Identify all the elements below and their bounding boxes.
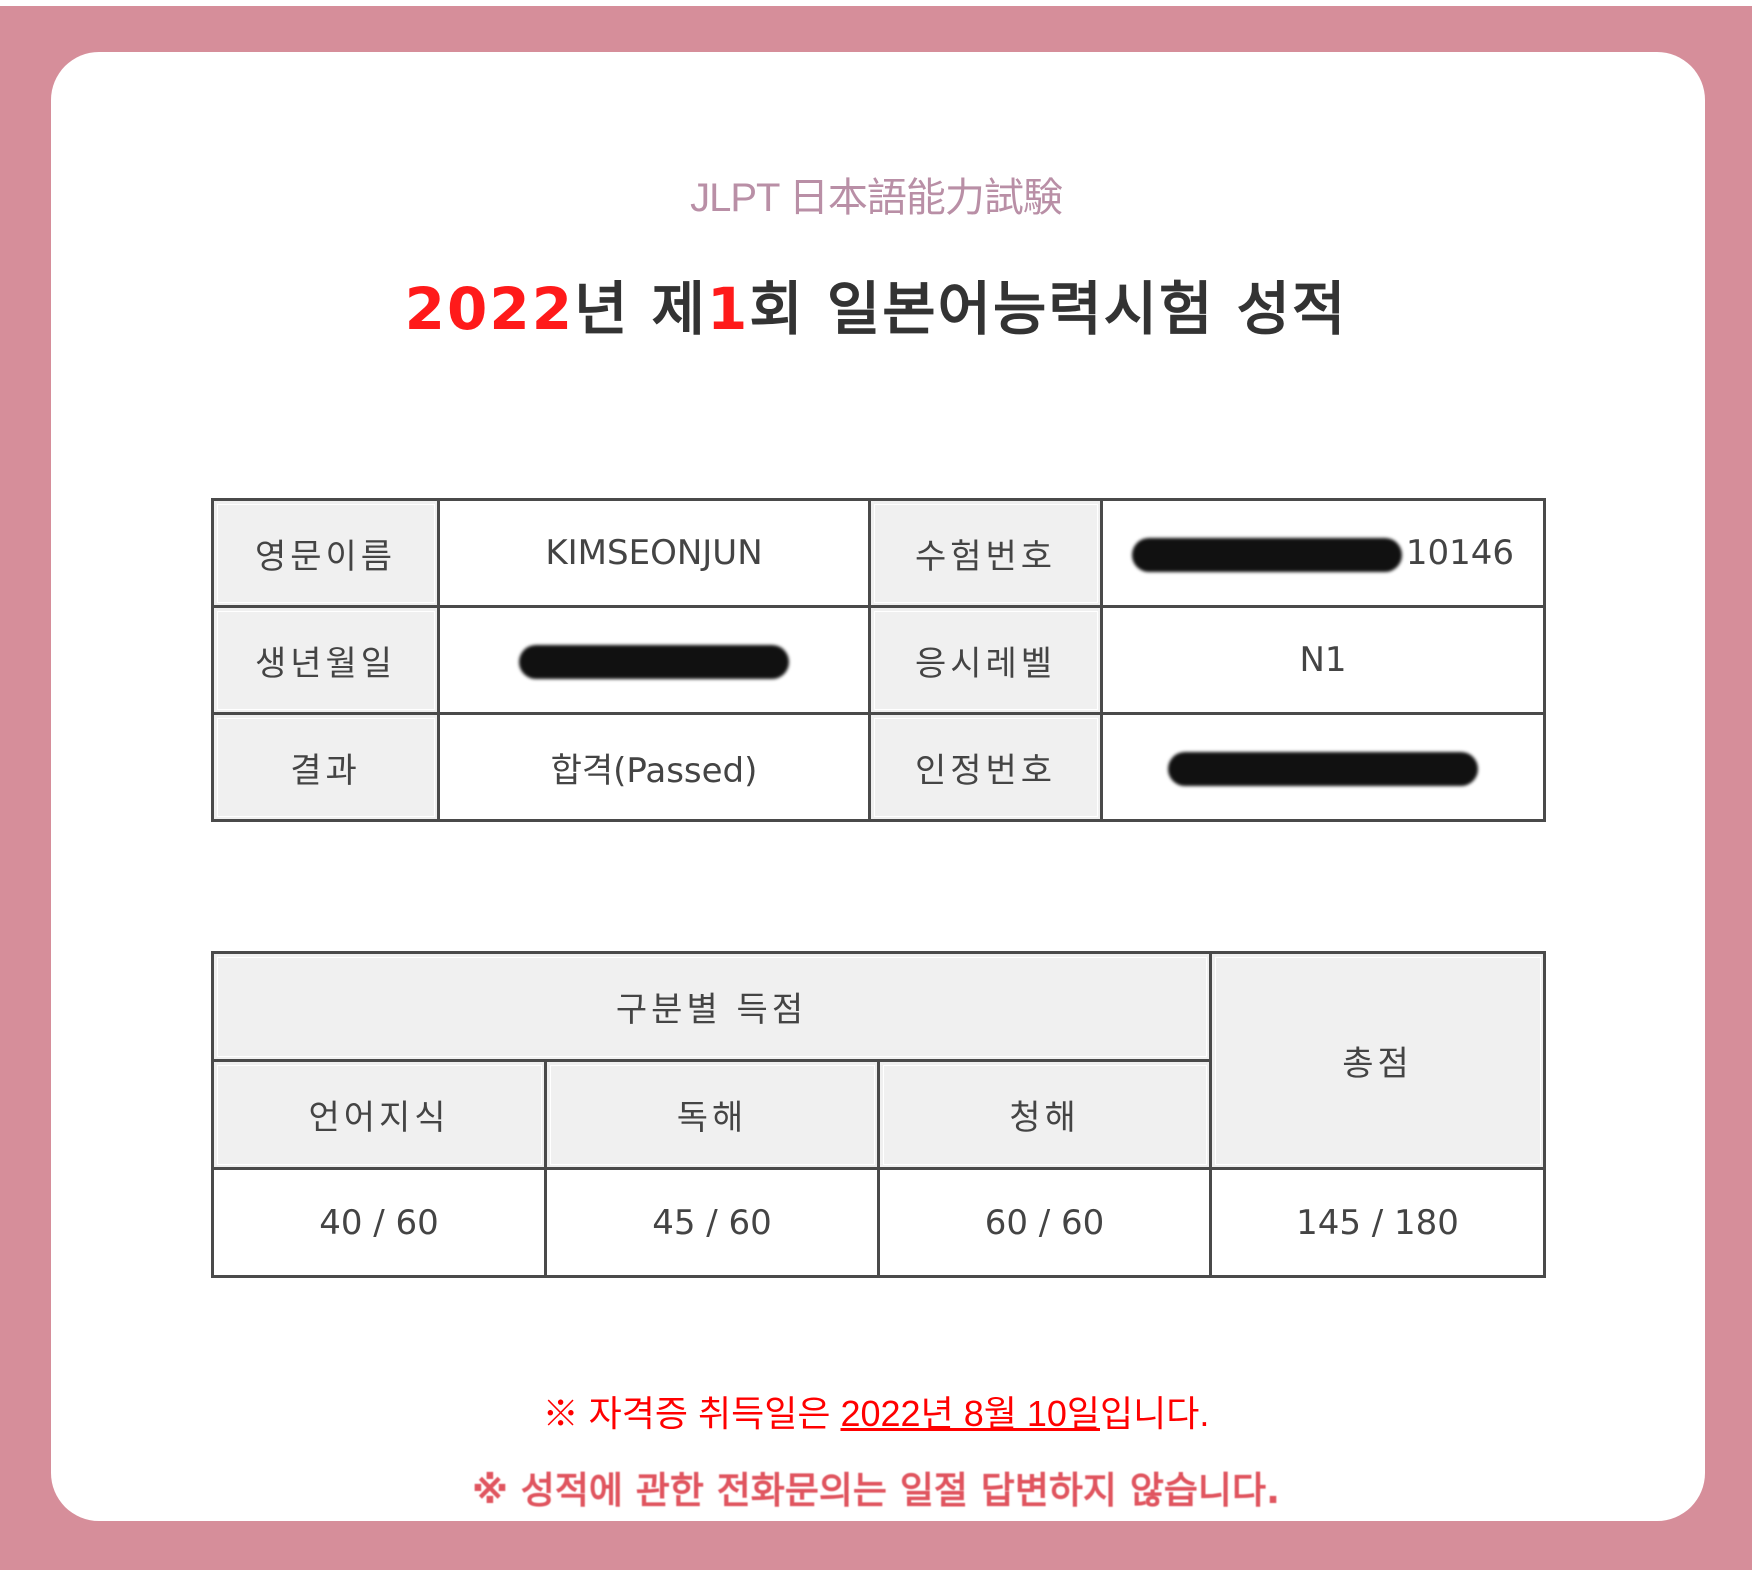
group-header: 구분별 득점: [210, 951, 1213, 1062]
label-result: 결과: [211, 712, 440, 822]
label-english-name: 영문이름: [211, 498, 440, 608]
phone-inquiry-note: ※ 성적에 관한 전화문의는 일절 답변하지 않습니다.: [471, 1469, 1281, 1512]
label-level: 응시레벨: [868, 605, 1103, 715]
total-header: 총점: [1209, 951, 1547, 1170]
title-year: 2022: [404, 275, 575, 343]
redaction-mark: [519, 644, 789, 679]
label-exam-number: 수험번호: [868, 498, 1103, 608]
page-title: 2022년 제1회 일본어능력시험 성적: [0, 262, 1752, 346]
table-row: 영문이름 KIMSEONJUN 수험번호 10146: [211, 498, 1546, 608]
table-row: 구분별 득점 총점: [210, 951, 1547, 1170]
org-header: JLPT 日本語能力試験: [690, 176, 1063, 220]
note1-suffix: 입니다.: [1100, 1393, 1210, 1434]
score-listening: 60 / 60: [876, 1167, 1213, 1278]
title-rest: 회 일본어능력시험 성적: [749, 275, 1348, 343]
table-row: 40 / 60 45 / 60 60 / 60 145 / 180: [211, 1167, 1547, 1278]
label-birthdate: 생년월일: [211, 605, 440, 715]
value-exam-number: 10146: [1100, 498, 1546, 608]
label-cert-number: 인정번호: [868, 712, 1103, 822]
value-birthdate: [437, 605, 871, 715]
table-row: 생년월일 응시레벨 N1: [211, 605, 1546, 715]
exam-number-visible: 10146: [1405, 533, 1515, 573]
table-row: 언어지식 독해 청해: [211, 1059, 1545, 1170]
redaction-mark: [1168, 751, 1478, 786]
value-cert-number: [1100, 712, 1546, 822]
value-english-name: KIMSEONJUN: [437, 498, 871, 608]
section-listening: 청해: [876, 1059, 1213, 1170]
title-year-suffix: 년 제: [574, 275, 707, 343]
note1-date: 2022년 8월 10일: [840, 1393, 1100, 1434]
note1-prefix: ※ 자격증 취득일은: [542, 1393, 841, 1434]
score-table: 구분별 득점 총점 언어지식 독해 청해 40 / 60 45 / 60 60 …: [210, 951, 1547, 1278]
value-result: 합격(Passed): [437, 712, 871, 822]
score-language-knowledge: 40 / 60: [211, 1167, 547, 1278]
score-total: 145 / 180: [1209, 1167, 1547, 1278]
top-strip: [0, 0, 1752, 6]
section-language-knowledge: 언어지식: [211, 1059, 547, 1170]
title-round: 1: [707, 275, 750, 343]
redaction-mark: [1131, 537, 1402, 572]
value-level: N1: [1100, 605, 1546, 715]
score-reading: 45 / 60: [544, 1167, 880, 1278]
certificate-date-note: ※ 자격증 취득일은 2022년 8월 10일입니다.: [0, 1385, 1752, 1437]
info-table: 영문이름 KIMSEONJUN 수험번호 10146 생년월일 응시레벨 N1 …: [211, 498, 1546, 822]
section-reading: 독해: [544, 1059, 880, 1170]
table-row: 결과 합격(Passed) 인정번호: [211, 712, 1546, 822]
